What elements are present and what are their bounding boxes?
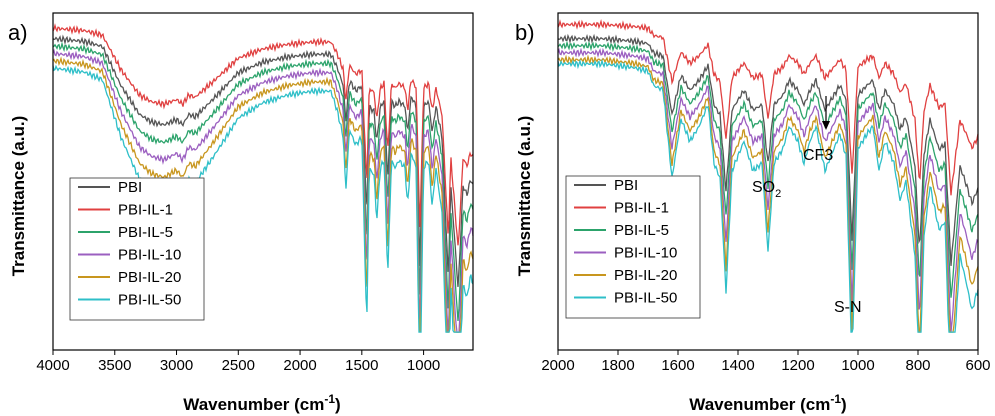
- panel-b-xlabel: Wavenumber (cm-1): [689, 392, 846, 414]
- panel-b-frame: [557, 12, 979, 351]
- legend-label: PBI-IL-1: [614, 200, 669, 217]
- series-line-pbi-il-50: [557, 58, 979, 333]
- panel-b-ylabel: Transmittance (a.u.): [515, 116, 534, 277]
- legend-label: PBI: [118, 179, 142, 196]
- legend-label: PBI: [614, 177, 638, 194]
- panel-b: b) Transmittance (a.u.) Wavenumber (cm-1…: [515, 12, 991, 414]
- legend-box: [69, 177, 205, 321]
- series-line-pbi-il-1: [52, 23, 474, 246]
- x-tick-label: 4000: [36, 357, 69, 374]
- legend-label: PBI-IL-50: [118, 292, 181, 309]
- legend-label: PBI-IL-5: [118, 224, 173, 241]
- series-line-pbi-il-20: [52, 56, 474, 333]
- legend-label: PBI-IL-20: [614, 267, 677, 284]
- x-tick-label: 1600: [661, 357, 694, 374]
- panel-a-x-ticks: 4000 3500 3000 2500 2000 1500 1000: [36, 350, 440, 374]
- series-line-pbi: [52, 34, 474, 287]
- x-tick-label: 2000: [541, 357, 574, 374]
- legend-label: PBI-IL-10: [118, 247, 181, 264]
- legend-label: PBI-IL-5: [614, 222, 669, 239]
- legend-label: PBI-IL-1: [118, 202, 173, 219]
- x-tick-label: 1000: [841, 357, 874, 374]
- annotation-cf3: CF3: [803, 147, 833, 164]
- x-tick-label: 1800: [601, 357, 634, 374]
- legend-box: [565, 175, 701, 319]
- x-tick-label: 1400: [721, 357, 754, 374]
- annotation-s-n: S-N: [834, 299, 862, 316]
- panel-a-series: [52, 23, 474, 333]
- legend-label: PBI-IL-10: [614, 245, 677, 262]
- annotation-so2: SO2: [752, 179, 781, 200]
- panel-a: a) Transmittance (a.u.) Wavenumber (cm-1…: [8, 12, 474, 414]
- series-line-pbi-il-1: [557, 19, 979, 196]
- annotation-cf3-arrowhead: [822, 121, 830, 130]
- x-tick-label: 800: [905, 357, 930, 374]
- series-line-pbi-il-10: [52, 48, 474, 333]
- panel-a-xlabel: Wavenumber (cm-1): [183, 392, 340, 414]
- x-tick-label: 1000: [407, 357, 440, 374]
- x-tick-label: 2500: [222, 357, 255, 374]
- series-line-pbi-il-10: [557, 47, 979, 333]
- legend-label: PBI-IL-50: [614, 290, 677, 307]
- panel-a-label: a): [8, 20, 28, 45]
- series-line-pbi: [557, 33, 979, 266]
- x-tick-label: 1500: [345, 357, 378, 374]
- panel-a-legend: PBI PBI-IL-1 PBI-IL-5 PBI-IL-10 PBI-IL-20 PBI…: [69, 177, 205, 321]
- legend-label: PBI-IL-20: [118, 269, 181, 286]
- series-line-pbi-il-20: [557, 54, 979, 333]
- x-tick-label: 2000: [283, 357, 316, 374]
- x-tick-label: 600: [965, 357, 990, 374]
- x-tick-label: 1200: [781, 357, 814, 374]
- panel-b-label: b): [515, 20, 535, 45]
- panel-b-x-ticks: 2000 1800 1600 1400 1200 1000 800 600: [541, 350, 991, 374]
- panel-b-series: [557, 19, 979, 333]
- series-line-pbi-il-5: [557, 40, 979, 298]
- panel-b-legend: PBI PBI-IL-1 PBI-IL-5 PBI-IL-10 PBI-IL-20 PBI…: [565, 175, 701, 319]
- panel-a-ylabel: Transmittance (a.u.): [9, 116, 28, 277]
- series-line-pbi-il-50: [52, 64, 474, 333]
- x-tick-label: 3000: [160, 357, 193, 374]
- x-tick-label: 3500: [98, 357, 131, 374]
- panel-a-frame: [52, 12, 474, 351]
- series-line-pbi-il-5: [52, 41, 474, 322]
